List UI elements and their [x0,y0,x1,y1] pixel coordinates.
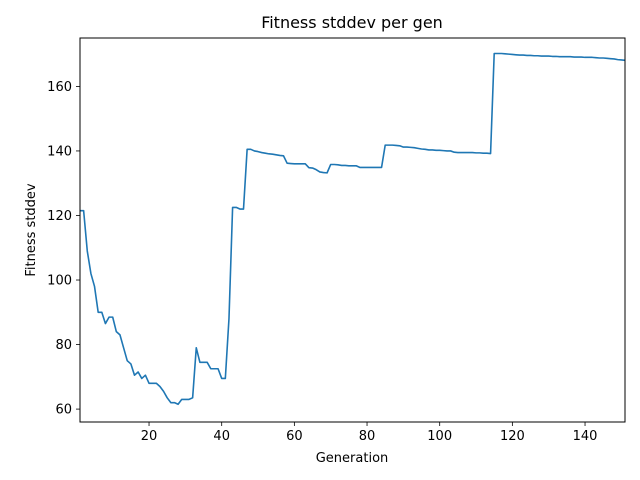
x-axis-ticks: 20 40 60 80 100 120 140 [141,422,598,444]
x-tick-label: 20 [141,429,158,444]
y-tick-label: 160 [47,80,72,95]
x-tick-label: 80 [359,429,376,444]
y-axis-ticks: 60 80 100 120 140 160 [47,80,80,418]
chart-title: Fitness stddev per gen [261,13,443,32]
x-tick-label: 60 [286,429,303,444]
x-tick-label: 140 [573,429,598,444]
x-axis-label: Generation [316,451,389,466]
y-tick-label: 60 [55,403,72,418]
y-tick-label: 80 [55,338,72,353]
x-tick-label: 100 [427,429,452,444]
y-tick-label: 120 [47,209,72,224]
y-axis-label: Fitness stddev [24,183,39,277]
y-tick-label: 100 [47,274,72,289]
series-line-0 [80,52,626,406]
plot-area [80,52,626,406]
x-tick-label: 40 [213,429,230,444]
y-tick-label: 140 [47,144,72,159]
plot-frame [79,37,626,423]
x-tick-label: 120 [500,429,525,444]
